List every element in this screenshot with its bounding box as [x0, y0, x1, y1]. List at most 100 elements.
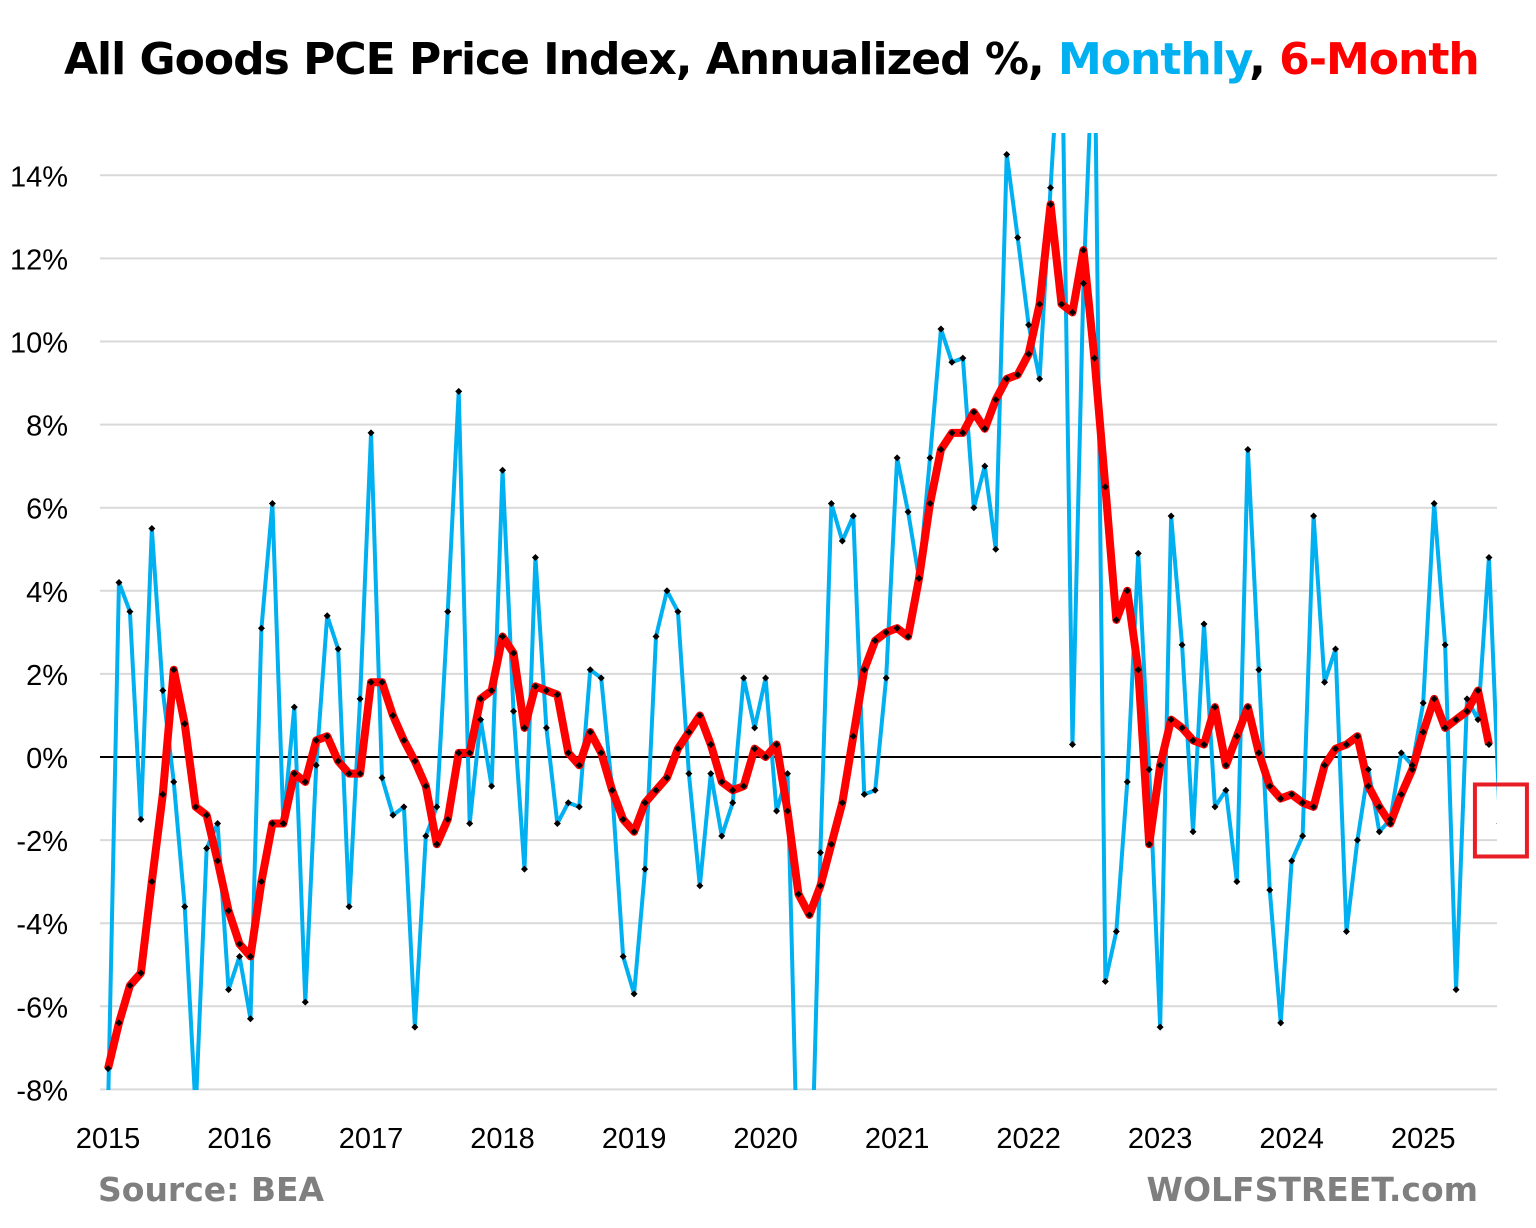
- data-point: [312, 736, 320, 744]
- data-point: [1101, 483, 1109, 491]
- data-point: [1156, 1023, 1164, 1031]
- data-point: [1364, 782, 1372, 790]
- data-point: [1397, 749, 1405, 757]
- data-point: [477, 716, 485, 724]
- data-point: [1178, 641, 1186, 649]
- data-point: [1342, 741, 1350, 749]
- x-tick-label: 2017: [339, 1123, 404, 1155]
- data-point: [981, 425, 989, 433]
- data-point: [663, 587, 671, 595]
- data-point: [619, 952, 627, 960]
- data-point: [1134, 549, 1142, 557]
- x-tick-label: 2024: [1259, 1123, 1324, 1155]
- data-point: [1353, 732, 1361, 740]
- chart-title: All Goods PCE Price Index, Annualized %,…: [64, 34, 1480, 85]
- data-point: [290, 770, 298, 778]
- data-point: [170, 666, 178, 674]
- data-point: [1342, 928, 1350, 936]
- data-point: [520, 865, 528, 873]
- data-point: [740, 782, 748, 790]
- data-point: [707, 741, 715, 749]
- series-6-month: [104, 200, 1493, 1070]
- data-point: [1419, 728, 1427, 736]
- data-point: [882, 628, 890, 636]
- data-point: [1485, 741, 1493, 749]
- data-point: [1222, 786, 1230, 794]
- data-point: [564, 749, 572, 757]
- data-point: [499, 633, 507, 641]
- data-point: [225, 907, 233, 915]
- x-tick-label: 2021: [865, 1123, 930, 1155]
- data-point: [1255, 749, 1263, 757]
- data-point: [619, 815, 627, 823]
- data-point: [1310, 803, 1318, 811]
- data-point: [520, 724, 528, 732]
- data-point: [400, 736, 408, 744]
- data-point: [1003, 375, 1011, 383]
- data-point: [1211, 803, 1219, 811]
- highlight-box: [1472, 782, 1529, 859]
- data-point: [904, 633, 912, 641]
- x-tick-label: 2023: [1128, 1123, 1193, 1155]
- y-tick-label: -6%: [16, 992, 68, 1024]
- data-point: [652, 786, 660, 794]
- data-point: [290, 703, 298, 711]
- data-point: [104, 1065, 112, 1073]
- y-tick-label: -4%: [16, 909, 68, 941]
- data-point: [871, 637, 879, 645]
- data-point: [1452, 986, 1460, 994]
- data-point: [257, 624, 265, 632]
- data-point: [597, 674, 605, 682]
- data-point: [115, 578, 123, 586]
- data-point: [751, 745, 759, 753]
- data-point: [279, 819, 287, 827]
- data-point: [1123, 778, 1131, 786]
- data-point: [203, 811, 211, 819]
- data-point: [444, 608, 452, 616]
- data-point: [389, 811, 397, 819]
- data-point: [1255, 666, 1263, 674]
- series-monthly: [106, 133, 1497, 1090]
- data-point: [1299, 832, 1307, 840]
- data-point: [674, 745, 682, 753]
- title-part-0: All Goods PCE Price Index, Annualized %,: [64, 34, 1059, 85]
- data-point: [137, 969, 145, 977]
- data-point: [466, 749, 474, 757]
- data-point: [531, 554, 539, 562]
- y-tick-label: 10%: [10, 328, 68, 360]
- data-point: [148, 524, 156, 532]
- data-point: [1047, 200, 1055, 208]
- data-point: [542, 687, 550, 695]
- data-point: [707, 770, 715, 778]
- y-tick-label: 8%: [26, 411, 68, 443]
- data-point: [773, 807, 781, 815]
- data-point: [959, 354, 967, 362]
- data-point: [1145, 840, 1153, 848]
- data-point: [268, 819, 276, 827]
- data-point: [970, 504, 978, 512]
- data-point: [981, 462, 989, 470]
- data-point: [499, 466, 507, 474]
- data-point: [553, 691, 561, 699]
- data-point: [246, 952, 254, 960]
- data-point: [1145, 765, 1153, 773]
- data-point: [214, 819, 222, 827]
- y-tick-label: -2%: [16, 826, 68, 858]
- data-point: [1375, 828, 1383, 836]
- data-point: [367, 429, 375, 437]
- data-point: [1156, 761, 1164, 769]
- data-point: [411, 1023, 419, 1031]
- data-point: [948, 429, 956, 437]
- data-point: [937, 325, 945, 333]
- data-point: [970, 408, 978, 416]
- data-point: [816, 849, 824, 857]
- data-point: [652, 633, 660, 641]
- data-point: [1189, 828, 1197, 836]
- data-point: [542, 724, 550, 732]
- markers-6-month: [104, 200, 1493, 1073]
- data-point: [1288, 857, 1296, 865]
- data-point: [674, 608, 682, 616]
- data-point: [389, 711, 397, 719]
- x-tick-label: 2015: [76, 1123, 141, 1155]
- data-point: [904, 508, 912, 516]
